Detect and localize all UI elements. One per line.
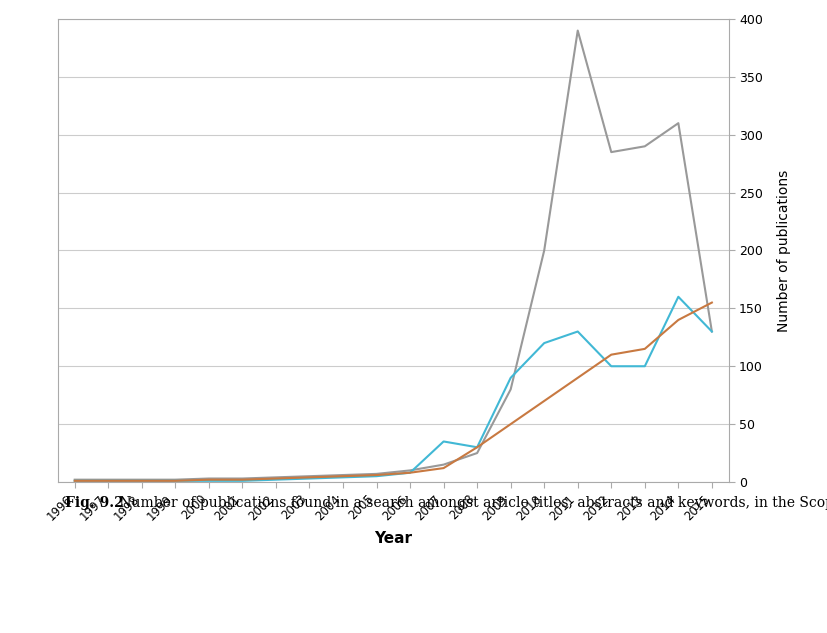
X-axis label: Year: Year: [374, 531, 412, 546]
Y-axis label: Number of publications: Number of publications: [776, 170, 790, 332]
Text: Number of publications found in a search amongst article titles, abstracts and k: Number of publications found in a search…: [115, 496, 827, 510]
Text: Fig. 9.2: Fig. 9.2: [65, 496, 123, 510]
